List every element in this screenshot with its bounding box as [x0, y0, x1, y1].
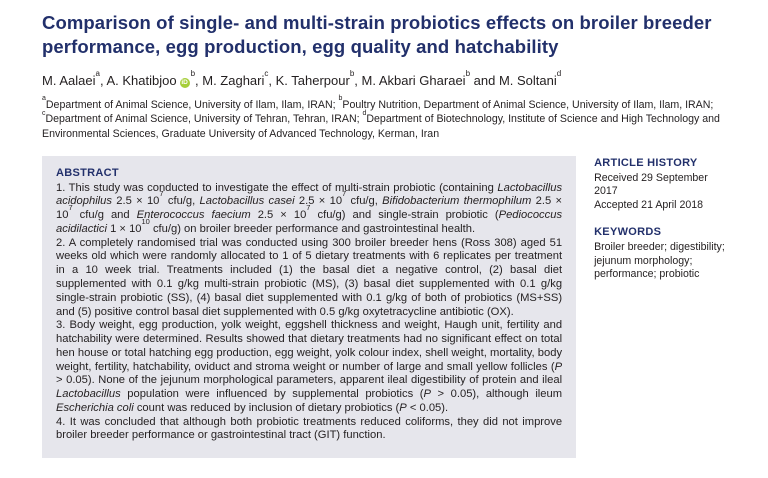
history-entry: Received 29 September 2017 [594, 171, 708, 198]
abstract-heading: ABSTRACT [56, 166, 119, 179]
keywords-heading: KEYWORDS [594, 225, 662, 238]
authors-line: M. Aalaeia, A. Khatibjoo iDb, M. Zagharic… [42, 68, 562, 88]
author-affiliation-mark: b [349, 68, 355, 78]
author-affiliation-mark: b [190, 68, 196, 78]
abstract-paragraph: 4. It was concluded that although both p… [56, 415, 563, 442]
keywords-text: Broiler breeder; digestibility; jejunum … [594, 240, 725, 281]
author-affiliation-mark: a [95, 68, 100, 78]
author-affiliation-mark: c [264, 68, 269, 78]
abstract-body: 1. This study was conducted to investiga… [56, 182, 562, 444]
side-column: ARTICLE HISTORY Received 29 September 20… [594, 156, 726, 296]
abstract-paragraph: 1. This study was conducted to investiga… [56, 181, 563, 235]
author-affiliation-mark: d [556, 68, 562, 78]
keywords-block: KEYWORDS Broiler breeder; digestibility;… [594, 226, 726, 282]
article-history-block: ARTICLE HISTORY Received 29 September 20… [594, 157, 726, 213]
page-title: Comparison of single- and multi-strain p… [42, 12, 712, 58]
orcid-icon[interactable]: iD [179, 77, 190, 88]
article-history-heading: ARTICLE HISTORY [594, 156, 698, 169]
abstract-paragraph: 3. Body weight, egg production, yolk wei… [56, 319, 563, 414]
author-affiliation-mark: b [465, 68, 471, 78]
abstract-paragraph: 2. A completely randomised trial was con… [56, 236, 563, 318]
affiliations: aDepartment of Animal Science, Universit… [42, 95, 720, 141]
abstract-box: ABSTRACT 1. This study was conducted to … [42, 155, 577, 459]
history-entry: Accepted 21 April 2018 [594, 199, 704, 212]
article-history-entries: Received 29 September 2017 Accepted 21 Ap… [594, 172, 726, 213]
abstract-section: ABSTRACT 1. This study was conducted to … [42, 155, 726, 459]
paper-page: Comparison of single- and multi-strain p… [42, 12, 726, 459]
